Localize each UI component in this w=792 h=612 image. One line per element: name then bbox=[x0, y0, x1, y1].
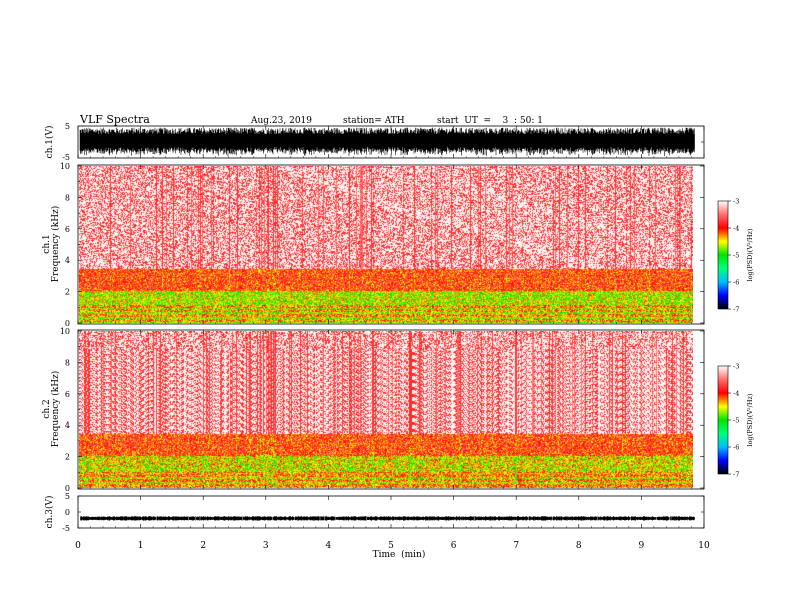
time-tick-label: 7 bbox=[513, 541, 519, 551]
ch1-colorbar-ticks: -3 -4 -5 -6 -7 bbox=[728, 198, 739, 314]
time-tick-label: 4 bbox=[326, 541, 332, 551]
spec-ytick-label: 8 bbox=[65, 193, 70, 202]
time-tick-label: 6 bbox=[451, 541, 457, 551]
time-tick-label: 1 bbox=[138, 541, 144, 551]
time-tick-label: 2 bbox=[200, 541, 206, 551]
ch3-ylabel: ch.3(V) bbox=[44, 496, 55, 529]
ch2-colorbar bbox=[717, 365, 729, 475]
spec-ytick-label: 10 bbox=[60, 327, 70, 336]
figure-title: VLF Spectra bbox=[79, 113, 150, 126]
ch1-spec-channel-label: ch.1 bbox=[42, 234, 52, 253]
ch3-waveform-trace bbox=[80, 516, 695, 521]
ch2-colorbar-ticks: -3 -4 -5 -6 -7 bbox=[728, 363, 739, 479]
spec-ytick-label: 6 bbox=[65, 390, 70, 399]
spec-ytick-label: 4 bbox=[65, 421, 70, 430]
spec-ytick-label: 4 bbox=[65, 256, 70, 265]
spec-ytick-label: 6 bbox=[65, 225, 70, 234]
colorbar-tick-label: -6 bbox=[733, 279, 739, 287]
ch1-spec-ylabel: Frequency (kHz) bbox=[50, 206, 61, 283]
colorbar-tick-label: -5 bbox=[733, 417, 739, 425]
ch1-ytick-top: 5 bbox=[65, 122, 70, 131]
date-label: Aug.23, 2019 bbox=[250, 116, 312, 126]
time-tick-label: 10 bbox=[698, 541, 710, 551]
ch3-ytick-label: 5 bbox=[65, 492, 70, 501]
ch2-spectrogram-image bbox=[79, 331, 693, 488]
ch2-spec-yticks: 10 8 6 4 2 0 bbox=[60, 327, 704, 493]
ch2-spec-channel-label: ch.2 bbox=[42, 399, 52, 418]
ch1-waveform-panel: 5 -5 ch.1(V) bbox=[44, 122, 705, 162]
colorbar-tick-label: -5 bbox=[733, 252, 739, 260]
colorbar-tick-label: -4 bbox=[733, 225, 739, 233]
start-time-label: start UT = 3 : 50: 1 bbox=[437, 116, 543, 126]
ch3-waveform-line bbox=[80, 516, 695, 521]
time-tick-label: 0 bbox=[75, 541, 81, 551]
colorbar-tick-label: -3 bbox=[733, 198, 739, 206]
ch2-colorbar-label: log(PSD)(V²/Hz) bbox=[746, 393, 754, 446]
time-tick-label: 5 bbox=[388, 541, 394, 551]
spec-ytick-label: 2 bbox=[65, 453, 70, 462]
colorbar-tick-label: -7 bbox=[733, 306, 739, 314]
ch1-ytick-bottom: -5 bbox=[62, 153, 70, 162]
station-label: station= ATH bbox=[343, 116, 405, 126]
ch1-colorbar-label: log(PSD)(V²/Hz) bbox=[746, 228, 754, 281]
ch1-waveform-line bbox=[79, 127, 695, 157]
ch1-spectrogram-image bbox=[79, 166, 693, 323]
spec-ytick-label: 8 bbox=[65, 358, 70, 367]
colorbar-tick-label: -3 bbox=[733, 363, 739, 371]
colorbar-tick-label: -6 bbox=[733, 444, 739, 452]
spec-ytick-label: 0 bbox=[65, 319, 70, 328]
ch1-spec-yticks: 10 8 6 4 2 0 bbox=[60, 162, 704, 328]
colorbar-tick-label: -7 bbox=[733, 471, 739, 479]
time-tick-label: 3 bbox=[263, 541, 269, 551]
colorbar-tick-label: -4 bbox=[733, 390, 739, 398]
ch3-ytick-label: 0 bbox=[65, 508, 70, 517]
spec-ytick-label: 2 bbox=[65, 288, 70, 297]
time-tick-label: 8 bbox=[576, 541, 582, 551]
time-axis-label: Time (min) bbox=[373, 549, 426, 560]
ch1-colorbar bbox=[717, 200, 729, 310]
ch3-frame bbox=[77, 495, 705, 529]
spec-ytick-label: 0 bbox=[65, 484, 70, 493]
ch3-ytick-label: -5 bbox=[62, 524, 70, 533]
ch3-waveform-panel: 5 0 -5 ch.3(V) bbox=[44, 492, 705, 533]
ch3-yticks: 5 0 -5 bbox=[62, 492, 704, 533]
ch1-ylabel: ch.1(V) bbox=[44, 126, 55, 159]
time-tick-label: 9 bbox=[639, 541, 645, 551]
time-axis: 0 1 2 3 4 5 6 7 8 9 10 bbox=[75, 126, 710, 551]
spec-ytick-label: 10 bbox=[60, 162, 70, 171]
ch1-waveform-trace bbox=[79, 127, 704, 157]
ch2-spec-ylabel: Frequency (kHz) bbox=[50, 371, 61, 448]
